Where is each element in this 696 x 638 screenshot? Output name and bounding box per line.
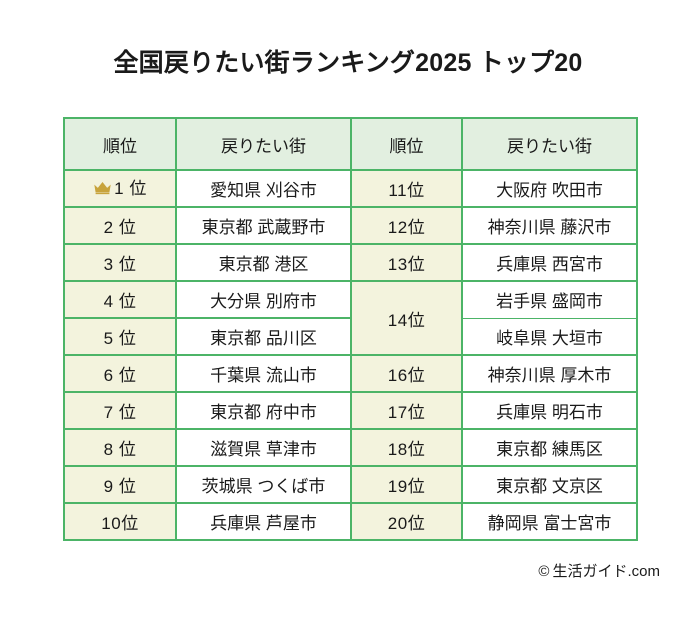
rank-cell-9: 9 位 [63, 465, 177, 504]
rank-cell-16: 16位 [350, 354, 463, 393]
town-cell-1: 愛知県 刈谷市 [175, 169, 352, 208]
table-row: 8 位 滋賀県 草津市 18位 東京都 練馬区 [63, 428, 638, 467]
rank-cell-12: 12位 [350, 206, 463, 245]
town-cell-11: 大阪府 吹田市 [461, 169, 638, 208]
table-row: 7 位 東京都 府中市 17位 兵庫県 明石市 [63, 391, 638, 430]
town-cell-3: 東京都 港区 [175, 243, 352, 282]
rank-cell-7: 7 位 [63, 391, 177, 430]
rank-cell-1: 1 位 [63, 169, 177, 208]
rank-cell-14-tied: 14位 [350, 280, 463, 356]
rank-cell-8: 8 位 [63, 428, 177, 467]
rank-cell-3: 3 位 [63, 243, 177, 282]
town-cell-2: 東京都 武蔵野市 [175, 206, 352, 245]
town-cell-8: 滋賀県 草津市 [175, 428, 352, 467]
source-label: 生活ガイド.com [552, 563, 660, 580]
column-header-town-left: 戻りたい街 [175, 117, 352, 171]
rank-cell-18: 18位 [350, 428, 463, 467]
table-body: 1 位 愛知県 刈谷市 11位 大阪府 吹田市 2 位 東京都 武蔵野市 12位… [63, 169, 638, 541]
rank-cell-17: 17位 [350, 391, 463, 430]
page-title: 全国戻りたい街ランキング2025 トップ20 [113, 49, 583, 77]
table-row: 10位 兵庫県 芦屋市 20位 静岡県 富士宮市 [63, 502, 638, 541]
rank-cell-13: 13位 [350, 243, 463, 282]
rank-cell-4: 4 位 [63, 280, 177, 319]
town-cell-5: 東京都 品川区 [175, 317, 352, 356]
table-row: 6 位 千葉県 流山市 16位 神奈川県 厚木市 [63, 354, 638, 393]
town-cell-16: 神奈川県 厚木市 [461, 354, 638, 393]
town-cell-12: 神奈川県 藤沢市 [461, 206, 638, 245]
rank-cell-20: 20位 [350, 502, 463, 541]
table-header: 順位 戻りたい街 順位 戻りたい街 [63, 117, 638, 171]
town-cell-17: 兵庫県 明石市 [461, 391, 638, 430]
table-row: 3 位 東京都 港区 13位 兵庫県 西宮市 [63, 243, 638, 282]
town-cell-9: 茨城県 つくば市 [175, 465, 352, 504]
table-row: 5 位 東京都 品川区 岐阜県 大垣市 [63, 317, 638, 356]
copyright-icon: © [538, 563, 550, 580]
crown-icon [93, 180, 112, 195]
town-cell-13: 兵庫県 西宮市 [461, 243, 638, 282]
town-cell-10: 兵庫県 芦屋市 [175, 502, 352, 541]
table-row: 4 位 大分県 別府市 14位 岩手県 盛岡市 [63, 280, 638, 356]
table-row: 9 位 茨城県 つくば市 19位 東京都 文京区 [63, 465, 638, 504]
rank-cell-6: 6 位 [63, 354, 177, 393]
town-cell-14a: 岩手県 盛岡市 [461, 280, 638, 319]
town-cell-6: 千葉県 流山市 [175, 354, 352, 393]
column-header-town-right: 戻りたい街 [461, 117, 638, 171]
town-cell-4: 大分県 別府市 [175, 280, 352, 319]
town-cell-20: 静岡県 富士宮市 [461, 502, 638, 541]
rank-cell-5: 5 位 [63, 317, 177, 356]
header-row: 順位 戻りたい街 順位 戻りたい街 [63, 117, 638, 171]
rank-cell-2: 2 位 [63, 206, 177, 245]
town-cell-19: 東京都 文京区 [461, 465, 638, 504]
column-header-rank-right: 順位 [350, 117, 463, 171]
rank-cell-11: 11位 [350, 169, 463, 208]
rank-cell-10: 10位 [63, 502, 177, 541]
ranking-table: 順位 戻りたい街 順位 戻りたい街 [63, 117, 638, 541]
town-cell-14b: 岐阜県 大垣市 [461, 317, 638, 356]
town-cell-18: 東京都 練馬区 [461, 428, 638, 467]
ranking-table-container: 順位 戻りたい街 順位 戻りたい街 [63, 117, 638, 541]
town-cell-7: 東京都 府中市 [175, 391, 352, 430]
rank-cell-19: 19位 [350, 465, 463, 504]
column-header-rank-left: 順位 [63, 117, 177, 171]
footer-credit: © 生活ガイド.com [0, 560, 660, 581]
rank-label: 1 位 [114, 179, 147, 198]
table-row: 1 位 愛知県 刈谷市 11位 大阪府 吹田市 [63, 169, 638, 208]
table-row: 2 位 東京都 武蔵野市 12位 神奈川県 藤沢市 [63, 206, 638, 245]
